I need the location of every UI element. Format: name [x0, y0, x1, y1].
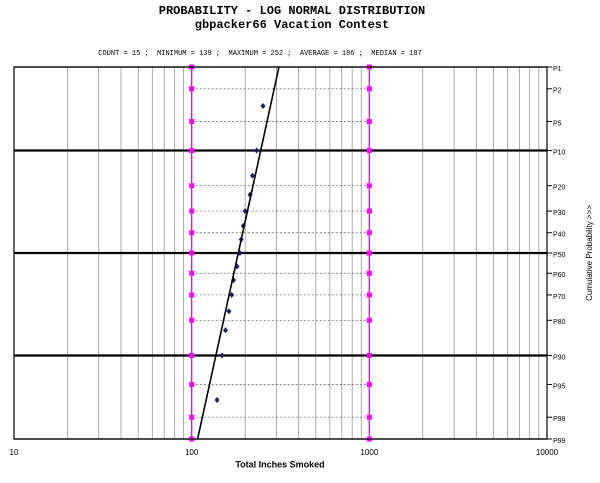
data-point — [229, 291, 235, 298]
data-point — [219, 352, 225, 359]
y-axis-label: Cumulative Probability >>> — [585, 205, 594, 301]
x-tick-label: 100 — [185, 448, 199, 457]
data-point — [214, 396, 220, 403]
y-tick-label: P1 — [553, 66, 562, 73]
data-point — [226, 308, 232, 315]
y-tick-label: P10 — [553, 149, 566, 156]
y-tick-label: P40 — [553, 232, 566, 239]
chart-title: PROBABILITY - LOG NORMAL DISTRIBUTION — [159, 4, 425, 18]
x-tick-label: 1000 — [360, 448, 378, 457]
fit-line — [196, 66, 280, 440]
x-tick-label: 10000 — [536, 448, 559, 457]
stats-line: COUNT = 15 ; MINIMUM = 139 ; MAXIMUM = 2… — [98, 50, 421, 58]
y-tick-label: P20 — [553, 185, 566, 192]
y-tick-label: P60 — [553, 272, 566, 279]
y-tick-label: P80 — [553, 319, 566, 326]
x-tick-label: 10 — [10, 448, 19, 457]
y-tick-label: P99 — [553, 438, 566, 445]
data-point — [222, 327, 228, 334]
chart-subtitle: gbpacker66 Vacation Contest — [195, 18, 389, 32]
y-tick-label: P70 — [553, 294, 566, 301]
y-tick-label: P98 — [553, 416, 566, 423]
y-tick-label: P2 — [553, 88, 562, 95]
data-point — [250, 172, 256, 179]
data-point — [260, 103, 266, 110]
plot-frame — [13, 66, 548, 440]
y-tick-label: P50 — [553, 252, 566, 259]
y-tick-label: P95 — [553, 383, 566, 390]
y-tick-label: P5 — [553, 120, 562, 127]
data-point — [254, 147, 260, 154]
y-tick-label: P90 — [553, 354, 566, 361]
y-tick-label: P30 — [553, 210, 566, 217]
x-axis-label: Total Inches Smoked — [235, 459, 324, 469]
